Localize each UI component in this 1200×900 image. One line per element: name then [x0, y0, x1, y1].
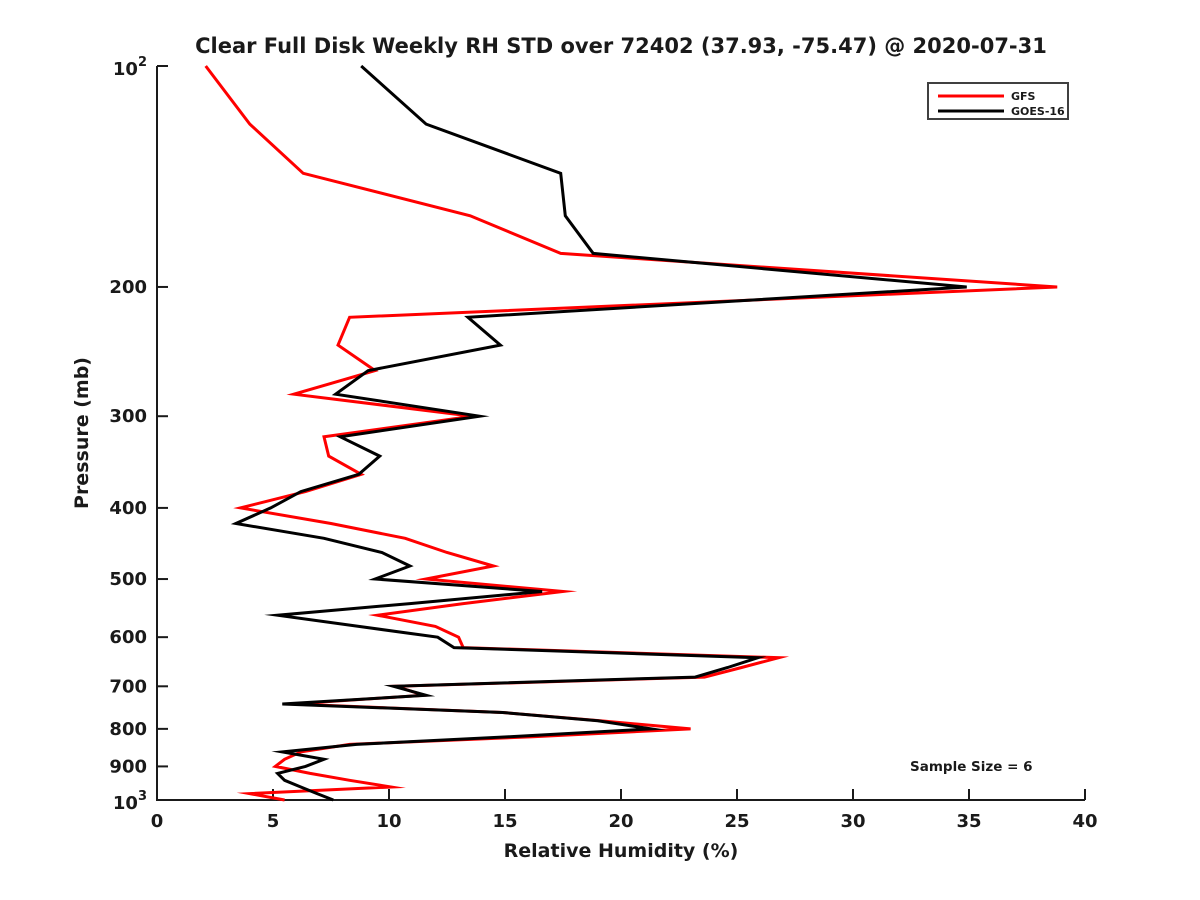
legend-entry-gfs: GFS [938, 90, 1036, 103]
axes [156, 66, 1085, 801]
legend-box [927, 82, 1069, 120]
y-tick-label: 800 [109, 719, 147, 740]
y-tick-label: 103 [113, 789, 147, 814]
x-tick-label: 20 [608, 811, 633, 832]
x-tick-label: 15 [492, 811, 517, 832]
x-tick-label: 35 [956, 811, 981, 832]
y-axis-ticks: 102 200 300 400 500 600 700 800 900 103 [109, 55, 168, 814]
x-tick-label: 30 [840, 811, 865, 832]
legend: GFS GOES-16 [927, 82, 1069, 120]
sample-size-annotation: Sample Size = 6 [910, 759, 1033, 775]
legend-label-gfs: GFS [1011, 90, 1036, 103]
legend-label-goes16: GOES-16 [1011, 105, 1065, 118]
x-tick-label: 10 [376, 811, 401, 832]
chart-title: Clear Full Disk Weekly RH STD over 72402… [195, 34, 1047, 58]
x-axis-label: Relative Humidity (%) [504, 840, 739, 862]
y-tick-label: 300 [109, 406, 147, 427]
y-tick-label: 400 [109, 498, 147, 519]
x-tick-label: 5 [267, 811, 280, 832]
gfs-line [204, 65, 1058, 802]
y-tick-label: 102 [113, 55, 147, 80]
x-tick-label: 25 [724, 811, 749, 832]
y-tick-label: 700 [109, 676, 147, 697]
x-tick-label: 40 [1072, 811, 1097, 832]
y-axis-label: Pressure (mb) [71, 357, 93, 509]
plot-area [204, 64, 1058, 802]
legend-entry-goes16: GOES-16 [938, 105, 1065, 118]
x-axis-ticks: 0 5 10 15 20 25 30 35 40 [151, 789, 1098, 832]
y-tick-label: 600 [109, 627, 147, 648]
goes16-line [230, 64, 967, 802]
y-tick-label: 900 [109, 756, 147, 777]
y-tick-label: 500 [109, 569, 147, 590]
x-tick-label: 0 [151, 811, 164, 832]
y-tick-label: 200 [109, 277, 147, 298]
